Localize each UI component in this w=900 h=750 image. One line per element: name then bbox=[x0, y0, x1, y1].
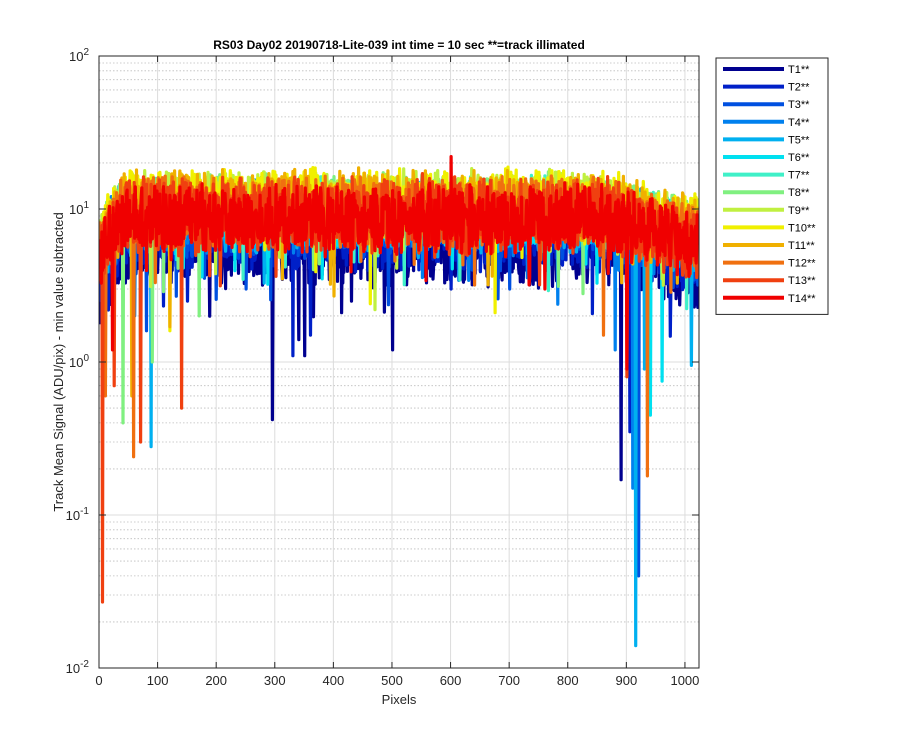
x-tick-label: 1000 bbox=[670, 673, 699, 688]
legend-label: T5** bbox=[788, 134, 810, 146]
series-layer bbox=[99, 155, 699, 648]
x-tick-label: 200 bbox=[205, 673, 227, 688]
legend-label: T7** bbox=[788, 170, 810, 182]
y-axis-label: Track Mean Signal (ADU/pix) - min value … bbox=[51, 212, 66, 511]
legend-label: T12** bbox=[788, 258, 816, 270]
legend-label: T11** bbox=[788, 240, 815, 252]
legend: T1** T2** T3** T4** T5** T6** T7** T8** T9** T10*… bbox=[715, 57, 829, 315]
legend-label: T13** bbox=[788, 275, 816, 287]
x-tick-label: 400 bbox=[323, 673, 345, 688]
x-tick-label: 800 bbox=[557, 673, 579, 688]
series-line-t14 bbox=[99, 155, 699, 371]
legend-label: T4** bbox=[788, 117, 810, 129]
chart-title: RS03 Day02 20190718-Lite-039 int time = … bbox=[213, 38, 585, 52]
legend-label: T10** bbox=[788, 222, 816, 234]
x-tick-label: 600 bbox=[440, 673, 462, 688]
x-tick-label: 500 bbox=[381, 673, 403, 688]
legend-label: T9** bbox=[788, 205, 810, 217]
legend-label: T8** bbox=[788, 187, 810, 199]
x-tick-label: 700 bbox=[498, 673, 520, 688]
legend-label: T3** bbox=[788, 99, 810, 111]
legend-label: T14** bbox=[788, 293, 816, 305]
legend-box bbox=[715, 57, 829, 315]
x-tick-label: 100 bbox=[147, 673, 169, 688]
x-tick-label: 0 bbox=[95, 673, 102, 688]
legend-label: T2** bbox=[788, 82, 810, 94]
x-tick-label: 300 bbox=[264, 673, 286, 688]
x-axis-label: Pixels bbox=[382, 692, 417, 707]
legend-label: T1** bbox=[788, 64, 810, 76]
legend-label: T6** bbox=[788, 152, 810, 164]
x-tick-label: 900 bbox=[615, 673, 637, 688]
x-axis-ticks: 0 100 200 300 400 500 600 700 800 900 1000 bbox=[95, 56, 699, 688]
